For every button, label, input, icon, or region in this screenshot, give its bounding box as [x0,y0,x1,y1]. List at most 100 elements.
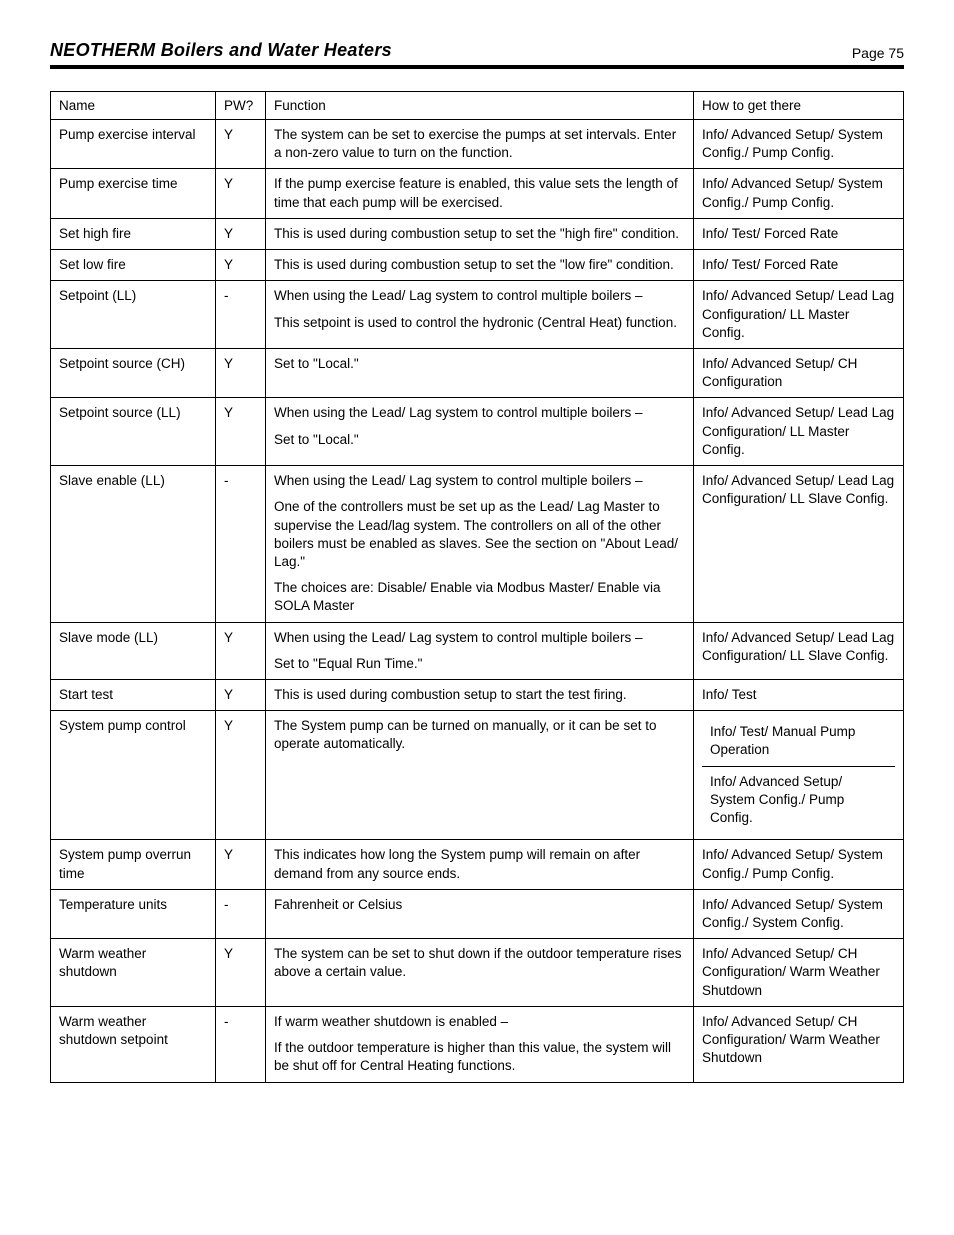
cell-how: Info/ Advanced Setup/ Lead Lag Configura… [694,281,904,349]
cell-pw: - [216,466,266,623]
table-row: Setpoint source (CH)Y Set to "Local." Info… [51,348,904,397]
cell-name: Warm weather shutdown [51,939,216,1007]
cell-function: The System pump can be turned on manuall… [266,711,694,840]
cell-how: Info/ Test/ Forced Rate [694,218,904,249]
function-paragraph: When using the Lead/ Lag system to contr… [274,472,685,490]
cell-how: Info/ Test/ Forced Rate [694,250,904,281]
cell-how: Info/ Test/ Manual Pump OperationInfo/ A… [694,711,904,840]
cell-name: Setpoint source (LL) [51,398,216,466]
how-paragraph: Info/ Test [702,686,895,704]
cell-pw: - [216,1006,266,1082]
how-paragraph: Info/ Advanced Setup/ CH Configuration [702,355,895,391]
parameters-table: Name PW? Function How to get there Pump … [50,91,904,1083]
how-paragraph: Info/ Advanced Setup/ System Config./ Pu… [702,846,895,882]
table-row: Pump exercise timeYIf the pump exercise … [51,169,904,218]
function-paragraph: If the pump exercise feature is enabled,… [274,175,685,211]
how-paragraph: Info/ Test/ Forced Rate [702,256,895,274]
table-row: Warm weather shutdown setpoint-If warm w… [51,1006,904,1082]
col-header-function: Function [266,92,694,120]
function-paragraph: The system can be set to exercise the pu… [274,126,685,162]
cell-pw: Y [216,120,266,169]
cell-name: Slave mode (LL) [51,622,216,679]
header-page-number: Page 75 [852,45,904,61]
function-paragraph: The system can be set to shut down if th… [274,945,685,981]
cell-name: Start test [51,680,216,711]
cell-how: Info/ Advanced Setup/ CH Configuration [694,348,904,397]
how-paragraph: Info/ Advanced Setup/ Lead Lag Configura… [702,472,895,508]
cell-pw: Y [216,398,266,466]
cell-function: Set to "Local." [266,348,694,397]
table-row: Set high fireY This is used during combus… [51,218,904,249]
function-paragraph: Fahrenheit or Celsius [274,896,685,914]
function-paragraph: Set to "Local." [274,431,685,449]
page-container: NEOTHERM Boilers and Water Heaters Page … [0,0,954,1143]
function-paragraph: Set to "Equal Run Time." [274,655,685,673]
cell-function: When using the Lead/ Lag system to contr… [266,398,694,466]
function-paragraph: One of the controllers must be set up as… [274,498,685,571]
cell-how: Info/ Advanced Setup/ CH Configuration/ … [694,939,904,1007]
cell-how: Info/ Advanced Setup/ System Config./ Pu… [694,120,904,169]
table-row: Pump exercise intervalYThe system can be… [51,120,904,169]
table-row: Set low fireYThis is used during combust… [51,250,904,281]
function-paragraph: When using the Lead/ Lag system to contr… [274,629,685,647]
cell-function: If the pump exercise feature is enabled,… [266,169,694,218]
function-paragraph: This is used during combustion setup to … [274,256,685,274]
function-paragraph: This is used during combustion setup to … [274,686,685,704]
cell-function: The system can be set to shut down if th… [266,939,694,1007]
function-paragraph: When using the Lead/ Lag system to contr… [274,287,685,305]
table-row: Setpoint source (LL)Y When using the Lead… [51,398,904,466]
cell-how: Info/ Test [694,680,904,711]
function-paragraph: When using the Lead/ Lag system to contr… [274,404,685,422]
col-header-how: How to get there [694,92,904,120]
function-paragraph: This is used during combustion setup to … [274,225,685,243]
how-paragraph: Info/ Advanced Setup/ CH Configuration/ … [702,945,895,1000]
cell-how: Info/ Advanced Setup/ Lead Lag Configura… [694,466,904,623]
cell-pw: Y [216,939,266,1007]
cell-name: Temperature units [51,889,216,938]
cell-function: The system can be set to exercise the pu… [266,120,694,169]
table-row: Start testY This is used during combustio… [51,680,904,711]
table-row: Warm weather shutdownYThe system can be … [51,939,904,1007]
how-paragraph: Info/ Advanced Setup/ Lead Lag Configura… [702,404,895,459]
how-paragraph: Info/ Advanced Setup/ System Config./ Pu… [702,126,895,162]
how-paragraph: Info/ Advanced Setup/ System Config./ Pu… [702,175,895,211]
function-paragraph: If warm weather shutdown is enabled – [274,1013,685,1031]
table-row: System pump controlYThe System pump can … [51,711,904,840]
cell-name: Set high fire [51,218,216,249]
function-paragraph: Set to "Local." [274,355,685,373]
cell-function: This indicates how long the System pump … [266,840,694,889]
cell-function: This is used during combustion setup to … [266,680,694,711]
cell-how: Info/ Advanced Setup/ System Config./ Pu… [694,840,904,889]
cell-how: Info/ Advanced Setup/ System Config./ Pu… [694,169,904,218]
cell-how: Info/ Advanced Setup/ System Config./ Sy… [694,889,904,938]
col-header-pw: PW? [216,92,266,120]
cell-name: Warm weather shutdown setpoint [51,1006,216,1082]
cell-pw: Y [216,348,266,397]
cell-pw: Y [216,680,266,711]
header-title: NEOTHERM Boilers and Water Heaters [50,40,392,61]
cell-pw: Y [216,218,266,249]
cell-pw: Y [216,169,266,218]
how-subcell: Info/ Test/ Manual Pump Operation [702,717,895,765]
function-paragraph: The System pump can be turned on manuall… [274,717,685,753]
table-row: Temperature units-Fahrenheit or CelsiusI… [51,889,904,938]
cell-pw: - [216,281,266,349]
cell-name: System pump overrun time [51,840,216,889]
cell-function: When using the Lead/ Lag system to contr… [266,466,694,623]
how-paragraph: Info/ Advanced Setup/ System Config./ Sy… [702,896,895,932]
cell-how: Info/ Advanced Setup/ Lead Lag Configura… [694,398,904,466]
col-header-name: Name [51,92,216,120]
cell-how: Info/ Advanced Setup/ CH Configuration/ … [694,1006,904,1082]
table-header-row: Name PW? Function How to get there [51,92,904,120]
cell-how: Info/ Advanced Setup/ Lead Lag Configura… [694,622,904,679]
cell-pw: Y [216,622,266,679]
how-subcell: Info/ Advanced Setup/ System Config./ Pu… [702,766,895,834]
table-row: System pump overrun timeYThis indicates … [51,840,904,889]
cell-name: Setpoint (LL) [51,281,216,349]
cell-name: Setpoint source (CH) [51,348,216,397]
how-paragraph: Info/ Advanced Setup/ CH Configuration/ … [702,1013,895,1068]
table-row: Slave enable (LL)-When using the Lead/ L… [51,466,904,623]
table-row: Setpoint (LL)-When using the Lead/ Lag s… [51,281,904,349]
cell-function: If warm weather shutdown is enabled –If … [266,1006,694,1082]
cell-function: Fahrenheit or Celsius [266,889,694,938]
